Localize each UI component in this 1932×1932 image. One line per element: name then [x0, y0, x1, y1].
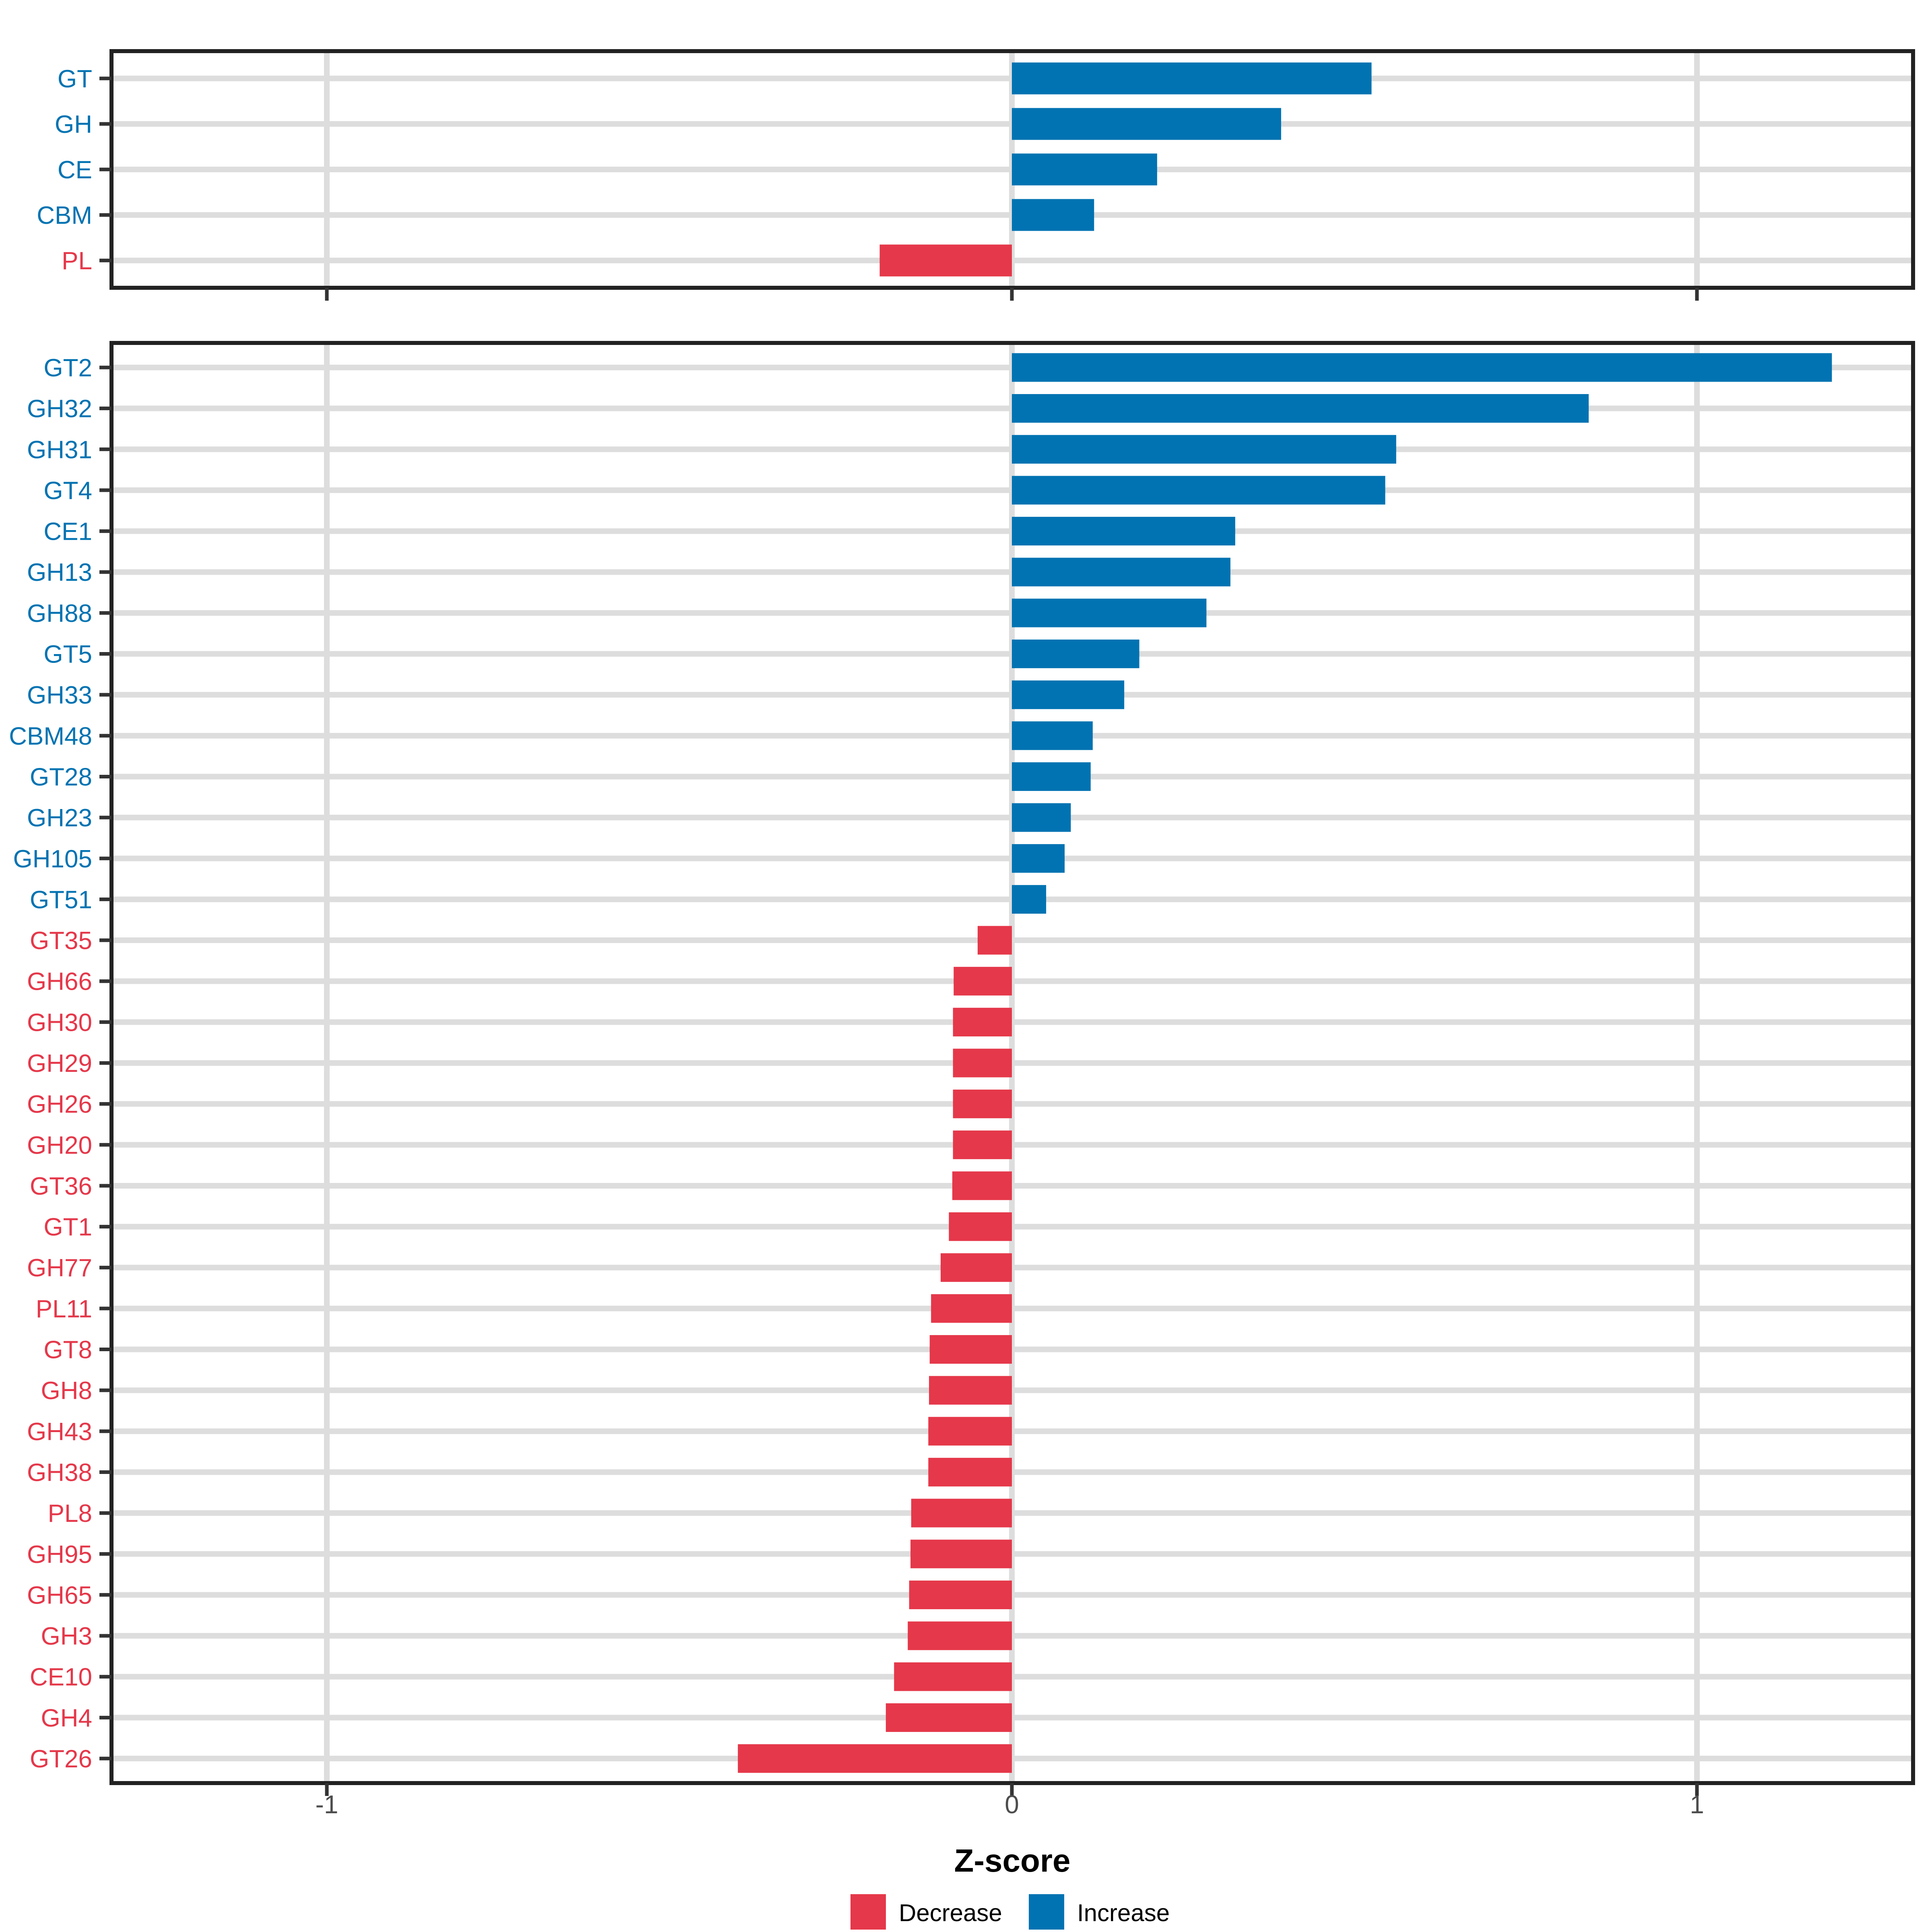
category-label-GH13: GH13: [27, 559, 92, 586]
category-label-GH8: GH8: [41, 1377, 92, 1405]
bar-GH8: [929, 1376, 1012, 1405]
bar-CE1: [1012, 517, 1235, 546]
bar-GH23: [1012, 803, 1071, 832]
bar-PL8: [911, 1499, 1012, 1527]
category-label-GH33: GH33: [27, 681, 92, 709]
x-tick-label-neg1: -1: [316, 1790, 339, 1819]
legend: Decrease Increase: [850, 1894, 1170, 1930]
category-label-GT28: GT28: [30, 763, 92, 791]
category-label-GH26: GH26: [27, 1091, 92, 1119]
bar-GH95: [910, 1540, 1012, 1569]
category-label-GT2: GT2: [43, 354, 92, 382]
panel-cazyme-families: GT2 GH32 GH31 GT4 CE1 GH13 GH88 GT5 GH33 CBM48 GT2…: [9, 341, 1915, 1796]
category-label-GT4: GT4: [43, 477, 92, 505]
category-label-GT: GT: [58, 65, 92, 93]
chart-panels: GTGHCECBMPLGT2GH32GH31GT4CE1GH13GH88GT5G…: [9, 49, 1915, 1796]
category-label-GH31: GH31: [27, 436, 92, 464]
legend-label-decrease: Decrease: [899, 1899, 1002, 1926]
bar-GH38: [928, 1457, 1012, 1487]
x-tick-label-pos1: 1: [1690, 1790, 1704, 1819]
bar-GH26: [953, 1090, 1012, 1119]
category-label-GH105: GH105: [13, 845, 92, 873]
category-label-GH38: GH38: [27, 1459, 92, 1486]
bar-GH31: [1012, 435, 1396, 464]
bar-GT8: [929, 1335, 1012, 1364]
bar-PL11: [931, 1294, 1012, 1323]
category-label-GT51: GT51: [30, 886, 92, 914]
category-label-GH23: GH23: [27, 804, 92, 832]
category-label-GT8: GT8: [43, 1336, 92, 1364]
bar-GT4: [1012, 476, 1385, 505]
bar-GH88: [1012, 599, 1207, 627]
bar-GH77: [940, 1253, 1012, 1282]
category-label-PL11: PL11: [36, 1295, 92, 1323]
panel-cazyme-classes: GT GH CE CBM PL: [37, 49, 1915, 301]
category-label-GT26: GT26: [30, 1745, 92, 1773]
category-label-CE10: CE10: [30, 1664, 92, 1691]
bar-PL: [879, 244, 1012, 277]
bar-GT26: [738, 1744, 1012, 1773]
category-label-GH77: GH77: [27, 1254, 92, 1282]
bar-GH: [1012, 108, 1281, 140]
bar-GH13: [1012, 557, 1230, 586]
category-label-GH20: GH20: [27, 1131, 92, 1159]
category-label-GT36: GT36: [30, 1172, 92, 1200]
category-label-PL: PL: [62, 247, 92, 275]
category-label-GH95: GH95: [27, 1541, 92, 1569]
category-label-GH88: GH88: [27, 600, 92, 627]
bar-GT2: [1012, 353, 1832, 382]
bar-GH3: [908, 1621, 1012, 1650]
legend-swatch-decrease: [850, 1894, 886, 1930]
bar-GH43: [928, 1417, 1012, 1446]
bar-GT5: [1012, 639, 1139, 669]
bar-GH20: [953, 1130, 1012, 1159]
category-label-GT35: GT35: [30, 927, 92, 955]
bar-GH30: [953, 1007, 1012, 1036]
category-label-GH43: GH43: [27, 1418, 92, 1446]
bar-GH105: [1012, 844, 1065, 873]
bar-CBM48: [1012, 721, 1093, 750]
bar-GH29: [953, 1049, 1012, 1077]
category-label-GH29: GH29: [27, 1050, 92, 1077]
category-label-GH32: GH32: [27, 395, 92, 423]
bar-GT1: [949, 1212, 1012, 1241]
bar-CE: [1012, 153, 1157, 186]
category-label-GH66: GH66: [27, 968, 92, 996]
category-label-GH30: GH30: [27, 1009, 92, 1036]
legend-label-increase: Increase: [1077, 1899, 1170, 1926]
category-label-CE1: CE1: [43, 518, 92, 546]
bar-CBM: [1012, 199, 1094, 231]
category-label-CBM48: CBM48: [9, 722, 92, 750]
bar-GT: [1012, 62, 1372, 95]
bar-GH33: [1012, 680, 1125, 709]
category-label-GH65: GH65: [27, 1581, 92, 1609]
bar-GT35: [977, 926, 1012, 955]
bar-GT51: [1012, 885, 1046, 914]
category-label-PL8: PL8: [48, 1500, 92, 1527]
x-tick-label-zero: 0: [1005, 1790, 1019, 1819]
bar-GH66: [954, 967, 1012, 996]
bar-CE10: [894, 1662, 1012, 1691]
bar-GH4: [886, 1703, 1012, 1732]
category-label-CBM: CBM: [37, 202, 92, 229]
legend-swatch-increase: [1029, 1894, 1064, 1930]
x-axis-title: Z-score: [954, 1843, 1071, 1878]
bar-GT36: [952, 1171, 1012, 1200]
category-label-GT5: GT5: [43, 641, 92, 669]
bar-GH65: [909, 1580, 1012, 1609]
category-label-GT1: GT1: [43, 1214, 92, 1241]
category-label-CE: CE: [58, 156, 92, 184]
category-label-GH4: GH4: [41, 1704, 92, 1732]
category-label-GH: GH: [55, 111, 92, 138]
category-label-GH3: GH3: [41, 1622, 92, 1650]
bar-GT28: [1012, 762, 1091, 791]
bar-GH32: [1012, 394, 1589, 423]
